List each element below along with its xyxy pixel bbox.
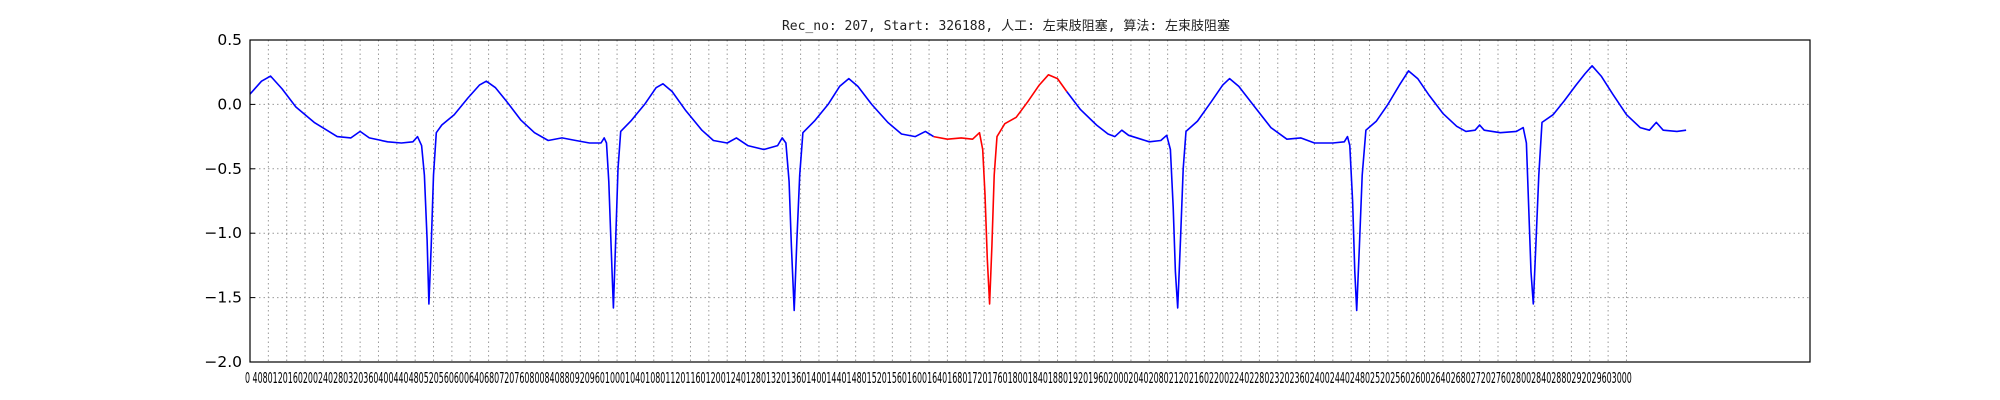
grid: [249, 39, 1810, 363]
series-line-ecg-blue-1: [249, 75, 935, 312]
y-tick-label: 0.0: [217, 95, 242, 113]
y-tick-label: −1.0: [204, 224, 242, 242]
y-tick-label: −1.5: [204, 289, 242, 307]
series-layer: [249, 65, 1687, 312]
y-axis-ticks: 0.5 0.0 −0.5 −1.0 −1.5 −2.0: [204, 31, 255, 371]
series-line-ecg-blue-2: [1066, 65, 1687, 312]
series-line-ecg-red-segment: [933, 74, 1068, 305]
plot-frame: [249, 39, 1811, 363]
chart-title: Rec_no: 207, Start: 326188, 人工: 左束肢阻塞, 算…: [782, 18, 1230, 34]
y-tick-label: 0.5: [217, 31, 242, 49]
y-tick-label: −2.0: [204, 353, 242, 371]
y-tick-label: −0.5: [204, 160, 242, 178]
x-axis-tick-labels: 0 40801201602002402803203604004404805205…: [245, 369, 1632, 387]
